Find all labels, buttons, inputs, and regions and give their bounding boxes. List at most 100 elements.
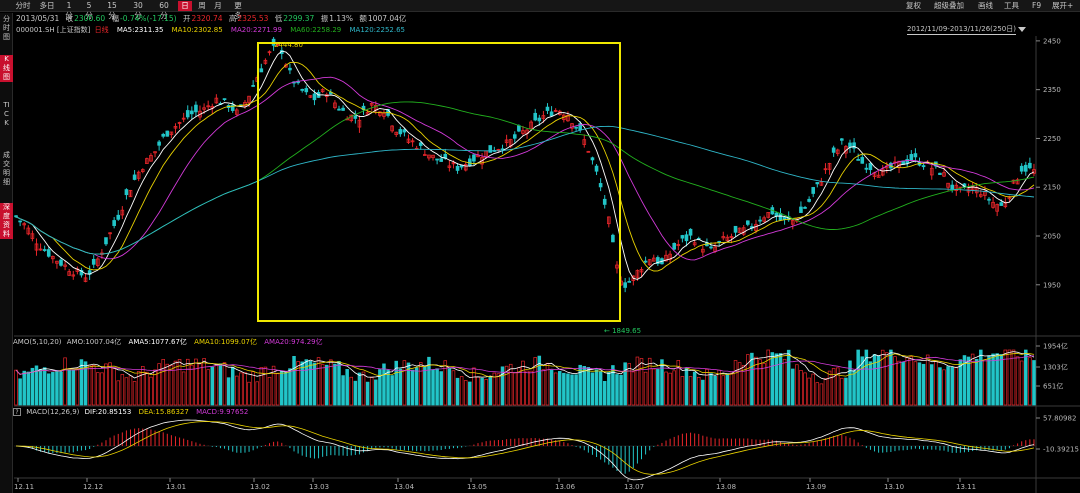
candle [582,139,587,145]
candle [517,125,521,132]
candle [263,59,268,64]
candle [455,165,460,171]
amo-bar [235,375,239,406]
amo-bar [1032,360,1036,406]
tab-intraday[interactable]: 分时 [15,1,31,10]
amo-bar [594,369,599,406]
amo-bar [713,375,717,406]
side-tab-intraday[interactable]: 分时图 [0,15,13,42]
tab-weekly[interactable]: 周 [198,1,206,10]
amo-bar [921,363,926,406]
amo-bar [341,375,345,406]
candle [602,198,607,205]
candle [807,198,811,202]
candle [304,88,309,93]
help-icon[interactable]: ? [13,408,21,416]
candle [202,107,206,110]
candle [651,257,656,262]
candle [435,158,439,161]
amo-bar [14,369,18,406]
amo-bar [104,363,108,406]
candle [615,264,619,269]
candle [38,248,43,251]
candle [831,147,836,153]
low-value: 2299.37 [283,14,315,23]
f9-button[interactable]: F9 [1032,1,1042,10]
candle [827,163,832,170]
amo-bar [459,376,464,406]
quote-date: 2013/05/31 [16,14,60,23]
tab-monthly[interactable]: 月 [214,1,222,10]
side-tab-depth[interactable]: 深度资料 [0,203,13,239]
amo-bar [954,366,959,406]
candle [468,158,472,166]
amo-bar [562,372,566,406]
amo-bar [1019,360,1024,406]
side-tab-kline[interactable]: K线图 [0,55,13,82]
candle [880,168,885,176]
expand-button[interactable]: 展开+ [1052,1,1074,10]
x-tick-label: 13.07 [624,483,644,491]
candle [774,212,779,217]
tab-1min[interactable]: 1分 [65,1,73,20]
tab-5min[interactable]: 5分 [85,1,93,20]
amo-bar [979,349,983,406]
candle [745,220,750,225]
candle [472,154,476,162]
candle [369,102,374,106]
candle [803,207,807,209]
draw-line-button[interactable]: 画线 [978,1,993,10]
adjust-button[interactable]: 复权 [906,1,921,10]
y-tick-label: 2250 [1043,135,1061,143]
amo-bar [353,380,358,406]
candle [308,95,313,98]
amo-bar [108,362,112,406]
tab-more[interactable]: 更多 [234,1,242,20]
candle [995,204,999,212]
side-tab-trades[interactable]: 成交明细 [0,151,13,187]
amo-bar [868,361,873,406]
amo-bar [721,375,726,406]
amo-bar [880,349,885,406]
candle [91,258,96,265]
tab-60min[interactable]: 60分 [159,1,169,20]
amo-bar [823,378,828,406]
candle [635,270,640,278]
date-range[interactable]: 2012/11/09-2013/11/26(250日) [906,25,1016,35]
amo-bar [71,369,76,406]
amo-bar [893,356,897,406]
amo-bar [42,367,47,406]
candle [267,51,272,54]
amo-bar [835,367,840,406]
amo-bar [529,370,533,406]
candle [181,117,186,120]
amo-bar [762,363,766,406]
amo-bar [439,371,443,406]
candle [676,244,681,247]
amo-bar [741,365,746,406]
overlay-button[interactable]: 超级叠加 [934,1,964,10]
amo-bar [63,357,67,406]
candle [942,172,946,177]
amo-bar [1028,357,1032,406]
candle [30,233,35,239]
chevron-down-icon[interactable] [1018,27,1026,32]
amo-bar [750,352,754,406]
candle [96,258,100,266]
side-tab-tick[interactable]: TICK [0,101,13,128]
amo-bar [639,358,644,406]
amo-bar [717,369,721,406]
tab-multiday[interactable]: 多日 [39,1,55,10]
candle [112,220,116,226]
candle [22,223,27,226]
amo-bar [500,366,505,406]
tools-button[interactable]: 工具 [1004,1,1019,10]
amo-bar [79,359,84,406]
tab-15min[interactable]: 15分 [107,1,117,20]
candle [733,225,738,233]
amo-bar [840,377,844,406]
tab-30min[interactable]: 30分 [133,1,143,20]
tab-daily[interactable]: 日 [178,1,192,11]
amo-bar [251,371,255,406]
